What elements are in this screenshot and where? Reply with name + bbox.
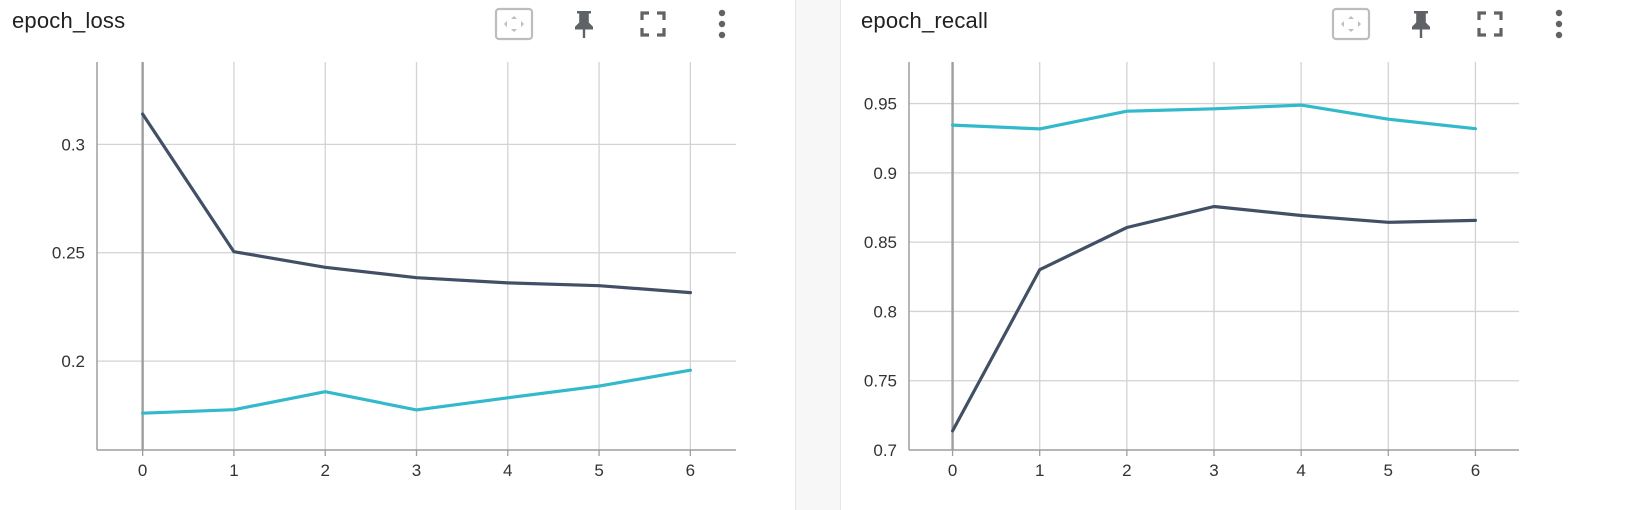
pin-icon (1412, 11, 1430, 38)
epoch-loss-card: epoch_loss 0.2 0.25 0.3 0 1 2 3 4 5 6 (0, 0, 795, 510)
fit-domain-button[interactable] (1331, 6, 1371, 42)
fullscreen-icon (1477, 11, 1503, 37)
more-vert-icon (1555, 9, 1563, 39)
x-tick-label: 6 (686, 461, 695, 480)
chart-title: epoch_loss (12, 8, 126, 33)
y-tick-label: 0.95 (864, 95, 897, 114)
x-tick-label: 1 (1035, 461, 1044, 480)
x-tick-label: 0 (948, 461, 957, 480)
fit-domain-icon (494, 7, 534, 41)
epoch-loss-chart: 0.2 0.25 0.3 0 1 2 3 4 5 6 (52, 62, 736, 480)
y-tick-label: 0.8 (873, 302, 897, 321)
y-tick-label: 0.85 (864, 233, 897, 252)
divider-line (795, 0, 796, 510)
x-tick-label: 2 (1122, 461, 1131, 480)
divider-line (840, 0, 841, 510)
x-tick-label: 0 (138, 461, 147, 480)
card-toolbar (490, 6, 750, 42)
fullscreen-icon (640, 11, 666, 37)
chart-title: epoch_recall (861, 8, 989, 33)
series-line-1 (141, 368, 693, 415)
y-tick-label: 0.2 (61, 352, 85, 371)
x-tick-label: 3 (1209, 461, 1218, 480)
x-tick-label: 5 (1384, 461, 1393, 480)
x-tick-label: 4 (503, 461, 512, 480)
pin-button[interactable] (564, 6, 604, 42)
series-line-0 (950, 103, 1478, 131)
x-tick-label: 3 (412, 461, 421, 480)
x-tick-label: 5 (594, 461, 603, 480)
pin-button[interactable] (1401, 6, 1441, 42)
x-tick-label: 1 (229, 461, 238, 480)
x-tick-label: 2 (320, 461, 329, 480)
y-tick-label: 0.7 (873, 441, 897, 460)
series-line-0 (141, 112, 693, 295)
y-tick-label: 0.75 (864, 372, 897, 391)
fit-domain-button[interactable] (494, 6, 534, 42)
y-tick-label: 0.3 (61, 135, 85, 154)
epoch-recall-chart: 0.7 0.75 0.8 0.85 0.9 0.95 0 1 2 3 4 5 6 (864, 62, 1519, 480)
more-options-button[interactable] (702, 6, 742, 42)
pin-icon (575, 11, 593, 38)
fit-domain-icon (1331, 7, 1371, 41)
fullscreen-button[interactable] (633, 6, 673, 42)
y-tick-label: 0.9 (873, 164, 897, 183)
x-tick-label: 4 (1296, 461, 1305, 480)
fullscreen-button[interactable] (1470, 6, 1510, 42)
card-toolbar (1331, 6, 1591, 42)
more-options-button[interactable] (1539, 6, 1579, 42)
panel-divider (795, 0, 841, 510)
y-tick-label: 0.25 (52, 244, 85, 263)
x-tick-label: 6 (1471, 461, 1480, 480)
epoch-recall-card: epoch_recall 0.7 0.75 0.8 0.85 0.9 0.9 (841, 0, 1628, 510)
more-vert-icon (718, 9, 726, 39)
series-line-1 (950, 204, 1478, 433)
